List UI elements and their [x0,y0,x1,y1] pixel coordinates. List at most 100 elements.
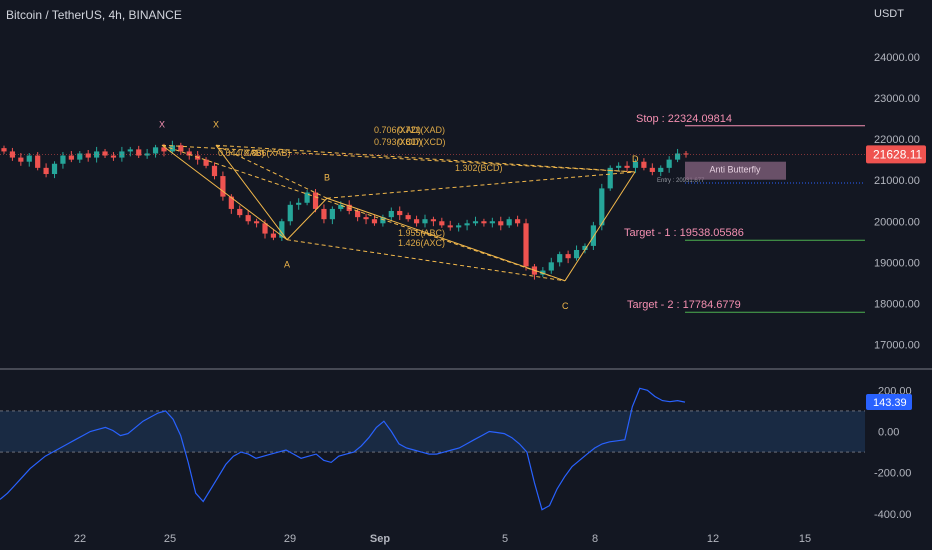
ratio-label: 1.955(ABC) [398,228,445,238]
candle-body [573,250,580,259]
candle-body [102,151,108,156]
candle-body [515,219,521,224]
candle-body [329,208,335,220]
pattern-leg [564,171,636,282]
oscillator-value-badge [866,393,912,410]
candle-body [186,151,192,156]
ratio-label: 0.807(XCD) [398,137,446,147]
candle-body [548,262,554,271]
candle-body [599,188,605,226]
price-tick-label: 23000.00 [874,93,920,105]
candle-body [152,147,159,154]
price-tick-label: 24000.00 [874,52,920,64]
last-price-badge [866,145,926,164]
oscillator-line [0,387,686,511]
pattern-point-label: A [284,260,290,270]
entry-label: Entry : 20931.677 [657,178,705,184]
price-tick-label: 17000.00 [874,339,920,351]
pattern-point-label: X [159,119,165,129]
candle-body [338,204,344,209]
candle-body [127,149,133,152]
candle-body [674,153,681,160]
candle-body [279,221,285,238]
ratio-label: 0.793(XCD) [374,137,422,147]
candle-body [582,245,588,250]
pattern-leg [286,197,328,241]
ratio-label: 1.302(BCD) [455,163,503,173]
pattern-name: Anti Butterfly [709,165,761,175]
pattern-dashed-line [161,144,636,173]
ratio-label: 0.706(XAD) [374,125,421,135]
candle-body [245,215,251,222]
candle-body [262,223,268,234]
target1-label: Target - 1 : 19538.05586 [624,227,744,239]
pattern-point-label: X [213,119,219,129]
candle-body [658,167,664,172]
candle-body [380,217,386,224]
candle-body [649,167,655,172]
candle-body [77,153,83,160]
candle-body [683,153,689,155]
candle-body [321,208,327,220]
candle-body [666,159,672,168]
candle-body [363,217,369,220]
price-tick-label: 21000.00 [874,175,920,187]
candle-body [220,176,226,197]
candle-body [35,155,41,168]
x-tick-label: 15 [799,533,811,545]
x-tick-label: 29 [284,533,296,545]
oscillator-tick-label: 0.00 [878,427,899,439]
candle-body [304,192,310,203]
candle-body [464,223,470,226]
price-tick-label: 22000.00 [874,134,920,146]
chart-title: Bitcoin / TetherUS, 4h, BINANCE [6,8,182,22]
candle-body [119,151,125,158]
pattern-dashed-line [286,239,566,282]
candle-body [203,159,209,166]
candle-body [616,165,622,168]
candle-body [355,210,361,218]
oscillator-band [0,410,865,453]
pattern-leg [161,144,288,241]
candle-body [26,155,32,162]
candle-body [447,225,453,228]
candle-body [287,204,293,222]
candle-body [430,219,437,222]
candle-body [270,233,277,238]
pattern-point-label: C [562,301,569,311]
candle-body [161,147,167,152]
pattern-dashed-line [326,171,636,199]
candle-body [523,223,529,267]
candle-body [178,145,184,152]
candle-body [211,165,218,177]
candle-body [590,225,596,246]
candle-body [498,221,504,226]
candle-body [371,219,378,224]
pattern-dashed-line [161,144,566,282]
candle-body [632,161,639,168]
target2-label: Target - 2 : 17784.6779 [627,299,741,311]
candle-body [388,210,394,218]
pattern-point-label: D [632,154,639,164]
candle-body [422,219,428,224]
candle-body [557,254,563,263]
candle-body [489,221,495,224]
last-price-label: 21628.11 [873,147,922,161]
candle-body [296,202,302,205]
currency-label: USDT [874,8,904,20]
price-tick-label: 20000.00 [874,216,920,228]
price-tick-label: 19000.00 [874,257,920,269]
candle-body [237,208,243,216]
pattern-name-box [685,161,786,180]
candle-body [60,155,66,164]
oscillator-tick-label: -200.00 [874,468,911,480]
candle-body [68,155,74,160]
candle-body [624,165,630,168]
candle-body [405,215,411,220]
candle-body [439,221,445,226]
candle-body [43,167,49,175]
pattern-point-label: B [324,172,330,182]
x-tick-label: Sep [370,533,390,545]
x-tick-label: 8 [592,533,598,545]
